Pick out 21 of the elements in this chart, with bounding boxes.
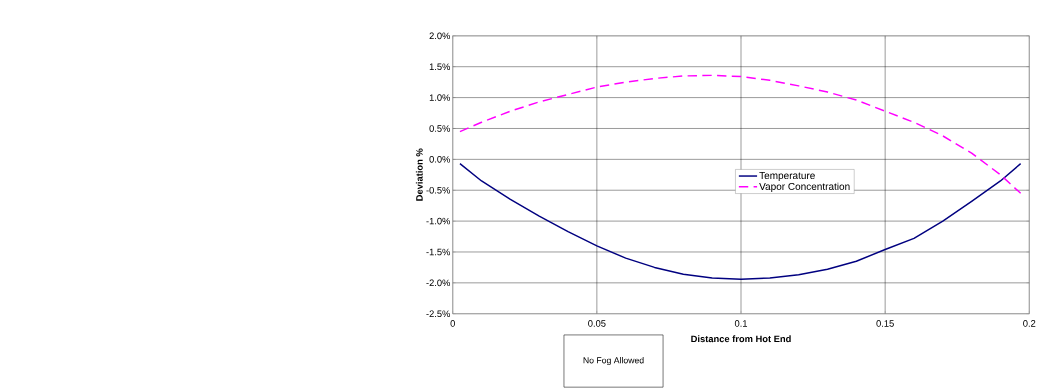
y-tick-label: -1.5% xyxy=(426,248,451,256)
legend-label: Temperature xyxy=(759,172,815,182)
y-axis-title: Deviation % xyxy=(415,148,423,201)
x-tick-label: 0.05 xyxy=(588,320,606,327)
x-axis-title: Distance from Hot End xyxy=(691,335,791,343)
x-tick-label: 0.2 xyxy=(1023,320,1036,327)
x-tick-label: 0.15 xyxy=(876,320,894,327)
text: No Fog Allowed xyxy=(583,357,644,366)
y-tick-label: -2.0% xyxy=(426,279,451,287)
y-tick-label: -1.0% xyxy=(426,217,451,225)
x-tick-label: 0.1 xyxy=(734,320,748,327)
y-tick-label: 1.5% xyxy=(429,63,451,71)
y-tick-label: 2.0% xyxy=(429,32,451,40)
y-tick-label: -2.5% xyxy=(426,310,451,318)
legend-label: Vapor Concentration xyxy=(759,182,850,192)
y-tick-label: -0.5% xyxy=(426,186,451,194)
x-tick-label: 0 xyxy=(450,320,455,327)
y-tick-label: 0.0% xyxy=(429,156,451,163)
line-series xyxy=(459,162,1022,280)
y-tick-label: 0.5% xyxy=(429,125,451,132)
y-tick-label: 1.0% xyxy=(429,94,451,101)
